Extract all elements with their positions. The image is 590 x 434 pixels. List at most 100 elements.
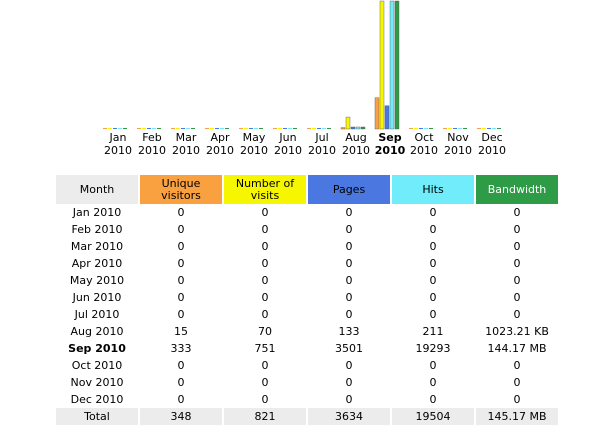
row-pages: 0 [345, 308, 353, 321]
row-uv: 0 [177, 206, 185, 219]
chart-month-year: 2010 [308, 144, 336, 157]
bar-bandwidth-mar [191, 128, 195, 129]
bar-hits-feb [152, 128, 156, 129]
row-bw: 0 [513, 359, 521, 372]
bar-bandwidth-dec [497, 128, 501, 129]
chart-month-year: 2010 [444, 144, 472, 157]
chart-month-label: Sep 2010 [373, 131, 407, 157]
bar-bandwidth-may [259, 128, 263, 129]
row-hits: 0 [429, 376, 437, 389]
bar-number-of-visits-may [244, 128, 248, 129]
table-row: Nov 2010 0 0 0 0 0 [56, 374, 558, 391]
row-uv: 15 [174, 325, 188, 338]
row-pages: 3501 [335, 342, 363, 355]
bar-bandwidth-sep [394, 0, 400, 130]
row-visits: 0 [261, 291, 269, 304]
row-bw: 1023.21 KB [485, 325, 549, 338]
total-label: Total [56, 408, 138, 425]
row-bw: 144.17 MB [487, 342, 547, 355]
table-row: Feb 2010 0 0 0 0 0 [56, 221, 558, 238]
bar-unique-visitors-oct [409, 128, 413, 129]
bar-hits-aug [355, 126, 361, 130]
row-hits: 19293 [415, 342, 451, 355]
row-visits: 751 [254, 342, 276, 355]
bar-pages-sep [384, 105, 390, 130]
row-uv: 0 [177, 393, 185, 406]
bar-unique-visitors-jun [273, 128, 277, 129]
chart-month-year: 2010 [274, 144, 302, 157]
bar-unique-visitors-mar [171, 128, 175, 129]
row-hits: 211 [422, 325, 444, 338]
bar-pages-jun [283, 128, 287, 129]
bar-unique-visitors-may [239, 128, 243, 129]
row-month: Oct 2010 [71, 359, 123, 372]
row-hits: 0 [429, 223, 437, 236]
chart-month-year: 2010 [138, 144, 166, 157]
row-uv: 0 [177, 240, 185, 253]
row-visits: 70 [258, 325, 272, 338]
monthly-stats-table: Month Unique visitors Number of visits Pag… [54, 175, 560, 425]
row-bw: 0 [513, 223, 521, 236]
row-hits: 0 [429, 257, 437, 270]
row-bw: 0 [513, 274, 521, 287]
bar-bandwidth-feb [157, 128, 161, 129]
bar-pages-jul [317, 128, 321, 129]
row-pages: 0 [345, 376, 353, 389]
chart-month-name: Aug [345, 131, 367, 144]
row-month: Feb 2010 [71, 223, 123, 236]
total-hits: 19504 [392, 408, 474, 425]
chart-month-name: Jul [315, 131, 329, 144]
bar-number-of-visits-apr [210, 128, 214, 129]
chart-month-label: Jan 2010 [101, 131, 135, 157]
bar-pages-oct [419, 128, 423, 129]
bar-unique-visitors-jan [103, 128, 107, 129]
table-row: Jun 2010 0 0 0 0 0 [56, 289, 558, 306]
row-uv: 0 [177, 257, 185, 270]
chart-month-label: Dec 2010 [475, 131, 509, 157]
chart-month-name: Dec [481, 131, 503, 144]
row-month: Jul 2010 [74, 308, 120, 321]
chart-month-name: Feb [142, 131, 162, 144]
bar-bandwidth-nov [463, 128, 467, 129]
bar-pages-dec [487, 128, 491, 129]
table-row: May 2010 0 0 0 0 0 [56, 272, 558, 289]
bar-bandwidth-jan [123, 128, 127, 129]
bar-bandwidth-oct [429, 128, 433, 129]
row-visits: 0 [261, 257, 269, 270]
row-uv: 0 [177, 376, 185, 389]
row-bw: 0 [513, 291, 521, 304]
row-visits: 0 [261, 393, 269, 406]
row-visits: 0 [261, 223, 269, 236]
header-number-of-visits: Number of visits [224, 175, 306, 204]
chart-month-label: Aug 2010 [339, 131, 373, 157]
bar-pages-may [249, 128, 253, 129]
table-row: Mar 2010 0 0 0 0 0 [56, 238, 558, 255]
bar-hits-mar [186, 128, 190, 129]
row-pages: 0 [345, 257, 353, 270]
chart-month-name: Oct [414, 131, 434, 144]
table-header-row: Month Unique visitors Number of visits Pag… [56, 175, 558, 204]
bar-number-of-visits-aug [345, 116, 351, 130]
row-uv: 0 [177, 291, 185, 304]
bar-unique-visitors-apr [205, 128, 209, 129]
bar-unique-visitors-feb [137, 128, 141, 129]
row-pages: 0 [345, 240, 353, 253]
bar-unique-visitors-dec [477, 128, 481, 129]
chart-month-year: 2010 [342, 144, 370, 157]
bar-number-of-visits-mar [176, 128, 180, 129]
table-row: Sep 2010 333 751 3501 19293 144.17 MB [56, 340, 558, 357]
bar-number-of-visits-jul [312, 128, 316, 129]
row-hits: 0 [429, 291, 437, 304]
chart-month-year: 2010 [240, 144, 268, 157]
row-visits: 0 [261, 240, 269, 253]
chart-month-labels: Jan 2010 Feb 2010 Mar 2010 Apr 2010 May 2010 Jun 20… [0, 131, 590, 161]
total-pages: 3634 [308, 408, 390, 425]
row-hits: 0 [429, 240, 437, 253]
row-uv: 0 [177, 274, 185, 287]
table-row: Jan 2010 0 0 0 0 0 [56, 204, 558, 221]
bar-bandwidth-jun [293, 128, 297, 129]
chart-month-year: 2010 [206, 144, 234, 157]
row-bw: 0 [513, 257, 521, 270]
row-uv: 0 [177, 308, 185, 321]
bar-pages-nov [453, 128, 457, 129]
